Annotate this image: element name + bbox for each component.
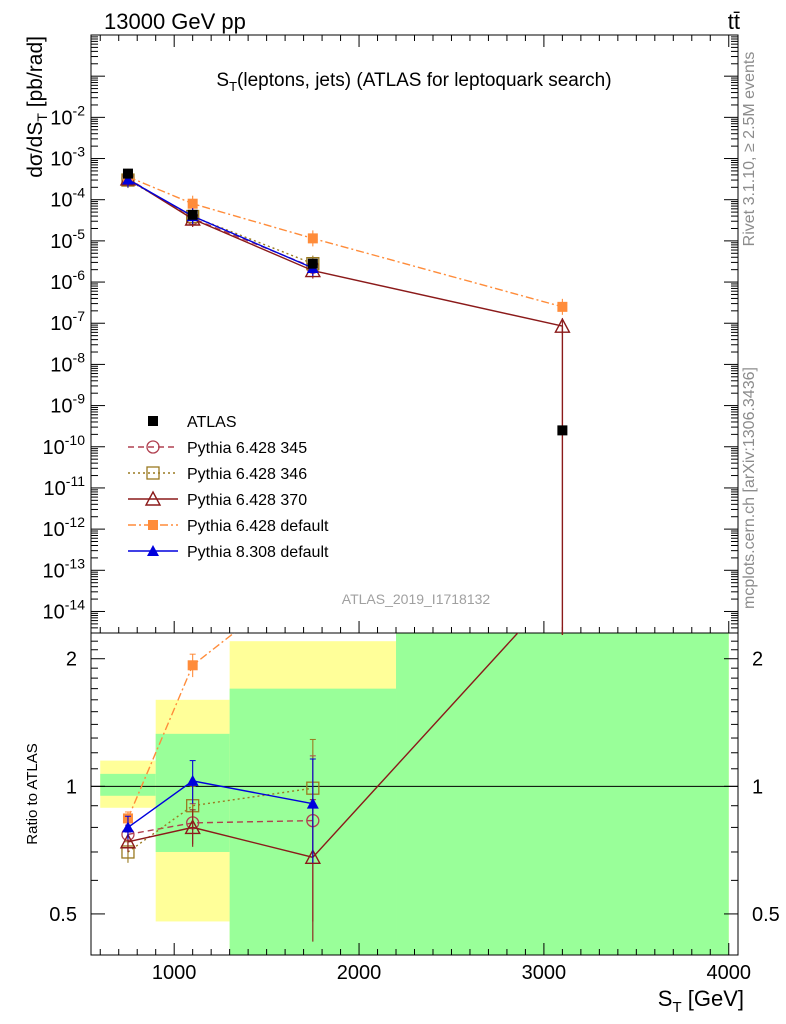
x-tick-label: 1000 <box>152 962 197 984</box>
data-point <box>557 425 568 436</box>
data-point <box>122 168 133 179</box>
inner-band-3 <box>396 633 729 955</box>
x-tick-label: 4000 <box>707 962 752 984</box>
y-tick-label: 10-8 <box>50 349 85 376</box>
series-point-3 <box>307 233 318 244</box>
axes <box>90 34 739 956</box>
y-tick-label: 10-5 <box>50 226 85 253</box>
series-point-2 <box>554 317 571 333</box>
x-tick-label: 2000 <box>337 962 382 984</box>
y-tick-label: 10-2 <box>50 102 85 129</box>
mcplots-label: mcplots.cern.ch [arXiv:1306.3436] <box>741 367 758 609</box>
ratio-axis-label: Ratio to ATLAS <box>24 743 41 844</box>
y-tick-label: 10-6 <box>50 267 85 294</box>
energy-label: 13000 GeV pp <box>104 9 246 34</box>
legend-label-3: Pythia 6.428 370 <box>187 492 307 509</box>
ratio-tick-label: 1 <box>752 776 763 798</box>
legend-label-0: ATLAS <box>187 414 237 431</box>
process-label: tt̄ <box>728 9 740 34</box>
ratio-point-2 <box>184 818 201 835</box>
y-tick-label: 10-7 <box>50 308 85 335</box>
y-tick-label: 10-12 <box>43 514 86 541</box>
ratio-point-2 <box>119 833 137 849</box>
inner-band-0 <box>100 773 156 796</box>
y-tick-label: 10-11 <box>44 473 86 500</box>
legend-label-4: Pythia 6.428 default <box>187 518 329 535</box>
legend-marker-data <box>148 416 158 426</box>
y-tick-label: 10-13 <box>43 555 86 582</box>
ratio-tick-label: 2 <box>752 649 763 671</box>
data-point <box>307 258 318 269</box>
y-axis-label: dσ/dST [pb/rad] <box>24 36 50 178</box>
legend-label-2: Pythia 6.428 346 <box>187 466 307 483</box>
y-tick-label: 10-14 <box>43 596 86 623</box>
ratio-point-4 <box>121 821 134 833</box>
series-line-4 <box>127 178 314 269</box>
series-line-3 <box>127 176 563 308</box>
ratio-tick-label: 0.5 <box>752 904 780 926</box>
ratio-point-4 <box>306 797 319 809</box>
labels-layer: 1000 2000 3000 4000 10-14 10-13 10-12 10-11 10-1… <box>24 36 780 1016</box>
ratio-point-4 <box>186 774 199 786</box>
legend-marker-1 <box>146 440 160 454</box>
x-tick-label: 3000 <box>522 962 567 984</box>
legend: ATLAS Pythia 6.428 345 Pythia 6.428 346 Pyt… <box>128 414 329 561</box>
legend-label-1: Pythia 6.428 345 <box>187 440 307 457</box>
rivet-version-label: Rivet 3.1.10, ≥ 2.5M events <box>741 51 758 247</box>
ratio-point-3 <box>187 660 198 671</box>
ratio-line-2 <box>127 633 519 859</box>
ratio-tick-label: 2 <box>66 649 77 671</box>
chart-title: ST(leptons, jets) (ATLAS for leptoquark … <box>216 70 611 94</box>
legend-marker-4 <box>148 520 158 530</box>
legend-marker-2 <box>146 466 160 480</box>
series-point-3 <box>187 198 198 209</box>
legend-marker-3 <box>144 490 162 506</box>
series-point-3 <box>557 301 568 312</box>
y-tick-label: 10-4 <box>50 185 85 212</box>
ratio-tick-label: 0.5 <box>49 904 77 926</box>
ratio-point-2 <box>304 848 322 865</box>
series-point-4 <box>121 173 134 185</box>
y-tick-label: 10-10 <box>43 432 86 459</box>
x-axis-label: ST [GeV] <box>658 986 744 1016</box>
legend-label-5: Pythia 8.308 default <box>187 544 329 561</box>
uncertainty-bands <box>100 633 729 955</box>
y-tick-label: 10-3 <box>50 144 85 171</box>
ratio-tick-label: 1 <box>66 776 77 798</box>
series-line-1 <box>127 179 314 265</box>
y-tick-label: 10-9 <box>50 391 85 418</box>
data-point <box>187 209 198 220</box>
legend-marker-5 <box>147 545 159 556</box>
watermark: ATLAS_2019_I1718132 <box>342 591 491 607</box>
series-layer <box>119 168 571 942</box>
series-line-0 <box>127 177 314 268</box>
